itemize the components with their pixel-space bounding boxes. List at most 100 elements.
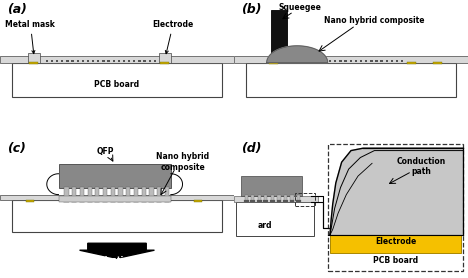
Bar xyxy=(95,187,100,202)
Bar xyxy=(355,60,357,62)
Text: (a): (a) xyxy=(7,4,27,16)
Bar xyxy=(245,195,248,202)
Bar xyxy=(111,187,115,202)
Bar xyxy=(284,195,287,202)
Text: (c): (c) xyxy=(7,143,26,155)
Bar xyxy=(144,60,146,62)
Bar xyxy=(118,60,120,62)
Bar xyxy=(370,60,373,62)
Text: QFP: QFP xyxy=(96,147,114,156)
Bar xyxy=(298,60,300,62)
Bar xyxy=(339,60,342,62)
Bar xyxy=(250,200,255,202)
Bar xyxy=(401,60,403,62)
Bar xyxy=(46,60,48,62)
Bar xyxy=(12,63,222,97)
Text: Nano hybrid
composite: Nano hybrid composite xyxy=(156,152,209,172)
Bar xyxy=(159,53,171,63)
Bar xyxy=(71,199,77,202)
Text: Electrode: Electrode xyxy=(153,20,194,54)
Bar xyxy=(324,60,326,62)
Bar xyxy=(61,60,64,62)
Bar xyxy=(297,195,300,202)
Text: Conduction
path: Conduction path xyxy=(396,157,446,177)
Text: Heating: Heating xyxy=(100,255,134,265)
Bar xyxy=(234,56,468,63)
Bar xyxy=(29,62,38,64)
Bar xyxy=(72,60,74,62)
Bar xyxy=(117,199,124,202)
Bar xyxy=(110,199,116,202)
Bar xyxy=(251,195,255,202)
Bar xyxy=(79,199,85,202)
Bar xyxy=(118,187,123,202)
Text: PCB board: PCB board xyxy=(95,80,139,89)
Bar xyxy=(102,60,105,62)
Bar xyxy=(407,62,416,64)
Bar xyxy=(125,199,132,202)
Bar xyxy=(270,200,275,202)
Bar xyxy=(51,60,53,62)
Text: (d): (d) xyxy=(241,143,262,155)
Text: ard: ard xyxy=(257,221,271,230)
Bar xyxy=(161,62,169,64)
Bar xyxy=(128,60,130,62)
Polygon shape xyxy=(267,46,328,63)
Bar xyxy=(246,63,456,97)
Bar xyxy=(156,199,162,202)
Bar xyxy=(12,200,222,232)
Bar xyxy=(288,60,290,62)
Bar xyxy=(308,60,311,62)
Bar xyxy=(244,200,249,202)
Bar xyxy=(365,60,367,62)
Bar xyxy=(149,60,151,62)
Bar xyxy=(87,199,93,202)
Bar xyxy=(194,200,203,202)
Bar xyxy=(102,199,108,202)
Bar xyxy=(258,195,261,202)
Text: PCB board: PCB board xyxy=(373,256,418,265)
Bar xyxy=(283,200,288,202)
Bar xyxy=(293,60,295,62)
Bar xyxy=(113,60,115,62)
Bar xyxy=(141,199,147,202)
Text: (b): (b) xyxy=(241,4,262,16)
Bar xyxy=(295,193,315,206)
Bar xyxy=(264,195,268,202)
Bar xyxy=(58,197,171,202)
Bar xyxy=(360,60,362,62)
Bar xyxy=(164,199,170,202)
Bar xyxy=(0,56,234,63)
Bar xyxy=(92,60,95,62)
Bar xyxy=(133,199,139,202)
Bar xyxy=(66,60,69,62)
Bar xyxy=(148,199,154,202)
Bar xyxy=(134,187,138,202)
Bar xyxy=(95,199,101,202)
Bar xyxy=(391,60,393,62)
Bar xyxy=(133,60,136,62)
Bar xyxy=(26,200,34,202)
Bar xyxy=(278,195,281,202)
Bar xyxy=(319,60,321,62)
Bar xyxy=(277,200,281,202)
Bar xyxy=(65,187,69,202)
Bar xyxy=(87,60,89,62)
Bar xyxy=(123,60,125,62)
Polygon shape xyxy=(330,148,463,235)
Bar xyxy=(380,60,383,62)
Bar xyxy=(80,187,84,202)
Bar xyxy=(56,60,58,62)
Bar xyxy=(28,53,40,63)
Text: Squeegee: Squeegee xyxy=(278,3,321,13)
Bar xyxy=(334,60,336,62)
Bar xyxy=(386,60,388,62)
Bar xyxy=(269,62,278,64)
Bar xyxy=(88,187,92,202)
Bar xyxy=(236,202,314,236)
Text: Metal mask: Metal mask xyxy=(6,20,55,54)
Bar xyxy=(271,195,274,202)
Bar xyxy=(149,187,154,202)
Bar xyxy=(257,200,262,202)
FancyArrow shape xyxy=(80,243,154,258)
